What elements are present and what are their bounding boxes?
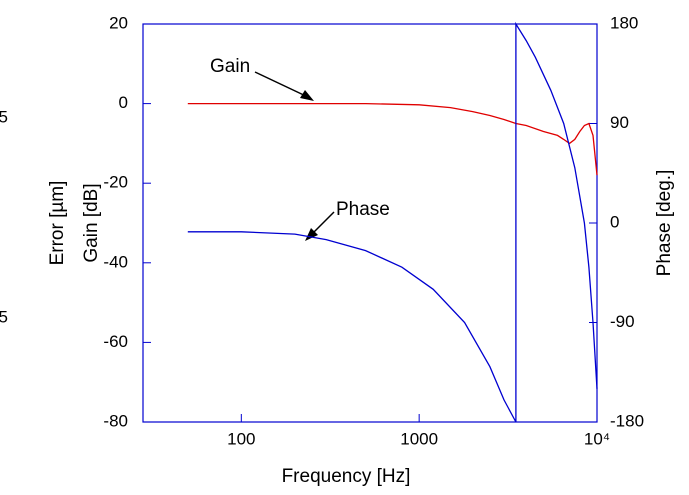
x-tick-label: 10⁴ bbox=[584, 429, 610, 448]
y-tick-label: -20 bbox=[103, 173, 128, 192]
arrowhead bbox=[305, 228, 318, 241]
y2-tick-label: 90 bbox=[610, 113, 629, 132]
x-tick-label: 1000 bbox=[400, 429, 438, 448]
clipped-tick: 5 bbox=[0, 307, 8, 326]
arrowhead bbox=[300, 90, 314, 101]
y-tick-label: 0 bbox=[119, 93, 128, 112]
y2-tick-label: -180 bbox=[610, 411, 644, 430]
y-tick-label: 20 bbox=[109, 13, 128, 32]
annotation: Gain bbox=[210, 56, 250, 77]
y-tick-label: -60 bbox=[103, 332, 128, 351]
clipped-axis-label: Error [µm] bbox=[47, 181, 68, 266]
x-tick-label: 100 bbox=[227, 429, 255, 448]
y2-axis-label: Phase [deg.] bbox=[654, 170, 675, 277]
y-axis-label: Gain [dB] bbox=[81, 183, 102, 262]
x-axis-label: Frequency [Hz] bbox=[282, 466, 411, 487]
y-tick-label: -80 bbox=[103, 411, 128, 430]
annotation: Phase bbox=[336, 199, 390, 220]
y2-tick-label: 0 bbox=[610, 212, 619, 231]
y-tick-label: -40 bbox=[103, 252, 128, 271]
clipped-tick: 5 bbox=[0, 107, 8, 126]
plot-frame bbox=[142, 23, 598, 423]
series-line bbox=[187, 21, 598, 423]
series-line bbox=[187, 102, 598, 176]
y2-tick-label: -90 bbox=[610, 312, 635, 331]
y2-tick-label: 180 bbox=[610, 13, 638, 32]
annotation-arrow bbox=[254, 71, 311, 99]
